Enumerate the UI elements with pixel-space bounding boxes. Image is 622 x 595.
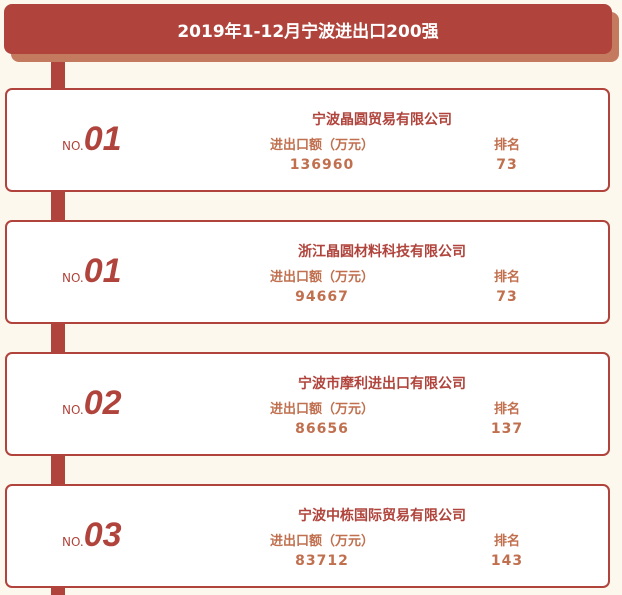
rank-label: 排名 (493, 270, 520, 285)
rank-label: 排名 (493, 534, 520, 549)
amount-value: 136960 (289, 157, 355, 173)
number: 03 (83, 516, 122, 554)
no-prefix: NO. (62, 139, 84, 153)
amount-value: 83712 (295, 553, 349, 569)
rank-label: 排名 (493, 402, 520, 417)
rank-number: NO. 01 (62, 252, 122, 291)
rank-label: 排名 (493, 138, 520, 153)
amount-label: 进出口额（万元） (269, 270, 374, 285)
rank-number: NO. 03 (62, 516, 122, 555)
company-name: 宁波市摩利进出口有限公司 (298, 376, 466, 392)
rank-value: 73 (496, 289, 518, 305)
company-card: NO. 01 浙江晶圆材料科技有限公司 进出口额（万元） 排名 94667 73 (5, 220, 610, 324)
rank-value: 143 (490, 553, 524, 569)
amount-label: 进出口额（万元） (269, 138, 374, 153)
amount-value: 94667 (295, 289, 349, 305)
company-name: 宁波晶圆贸易有限公司 (312, 112, 452, 128)
no-prefix: NO. (62, 403, 84, 417)
rank-value: 137 (490, 421, 524, 437)
company-name: 浙江晶圆材料科技有限公司 (298, 244, 466, 260)
company-card: NO. 02 宁波市摩利进出口有限公司 进出口额（万元） 排名 86656 137 (5, 352, 610, 456)
amount-label: 进出口额（万元） (269, 402, 374, 417)
amount-label: 进出口额（万元） (269, 534, 374, 549)
page-title: 2019年1-12月宁波进出口200强 (4, 4, 612, 54)
number: 02 (83, 384, 122, 422)
no-prefix: NO. (62, 535, 84, 549)
company-name: 宁波中栋国际贸易有限公司 (298, 508, 466, 524)
rank-value: 73 (496, 157, 518, 173)
number: 01 (83, 252, 122, 290)
rank-number: NO. 02 (62, 384, 122, 423)
company-card: NO. 03 宁波中栋国际贸易有限公司 进出口额（万元） 排名 83712 143 (5, 484, 610, 588)
no-prefix: NO. (62, 271, 84, 285)
number: 01 (83, 120, 122, 158)
company-card: NO. 01 宁波晶圆贸易有限公司 进出口额（万元） 排名 136960 73 (5, 88, 610, 192)
rank-number: NO. 01 (62, 120, 122, 159)
amount-value: 86656 (295, 421, 349, 437)
